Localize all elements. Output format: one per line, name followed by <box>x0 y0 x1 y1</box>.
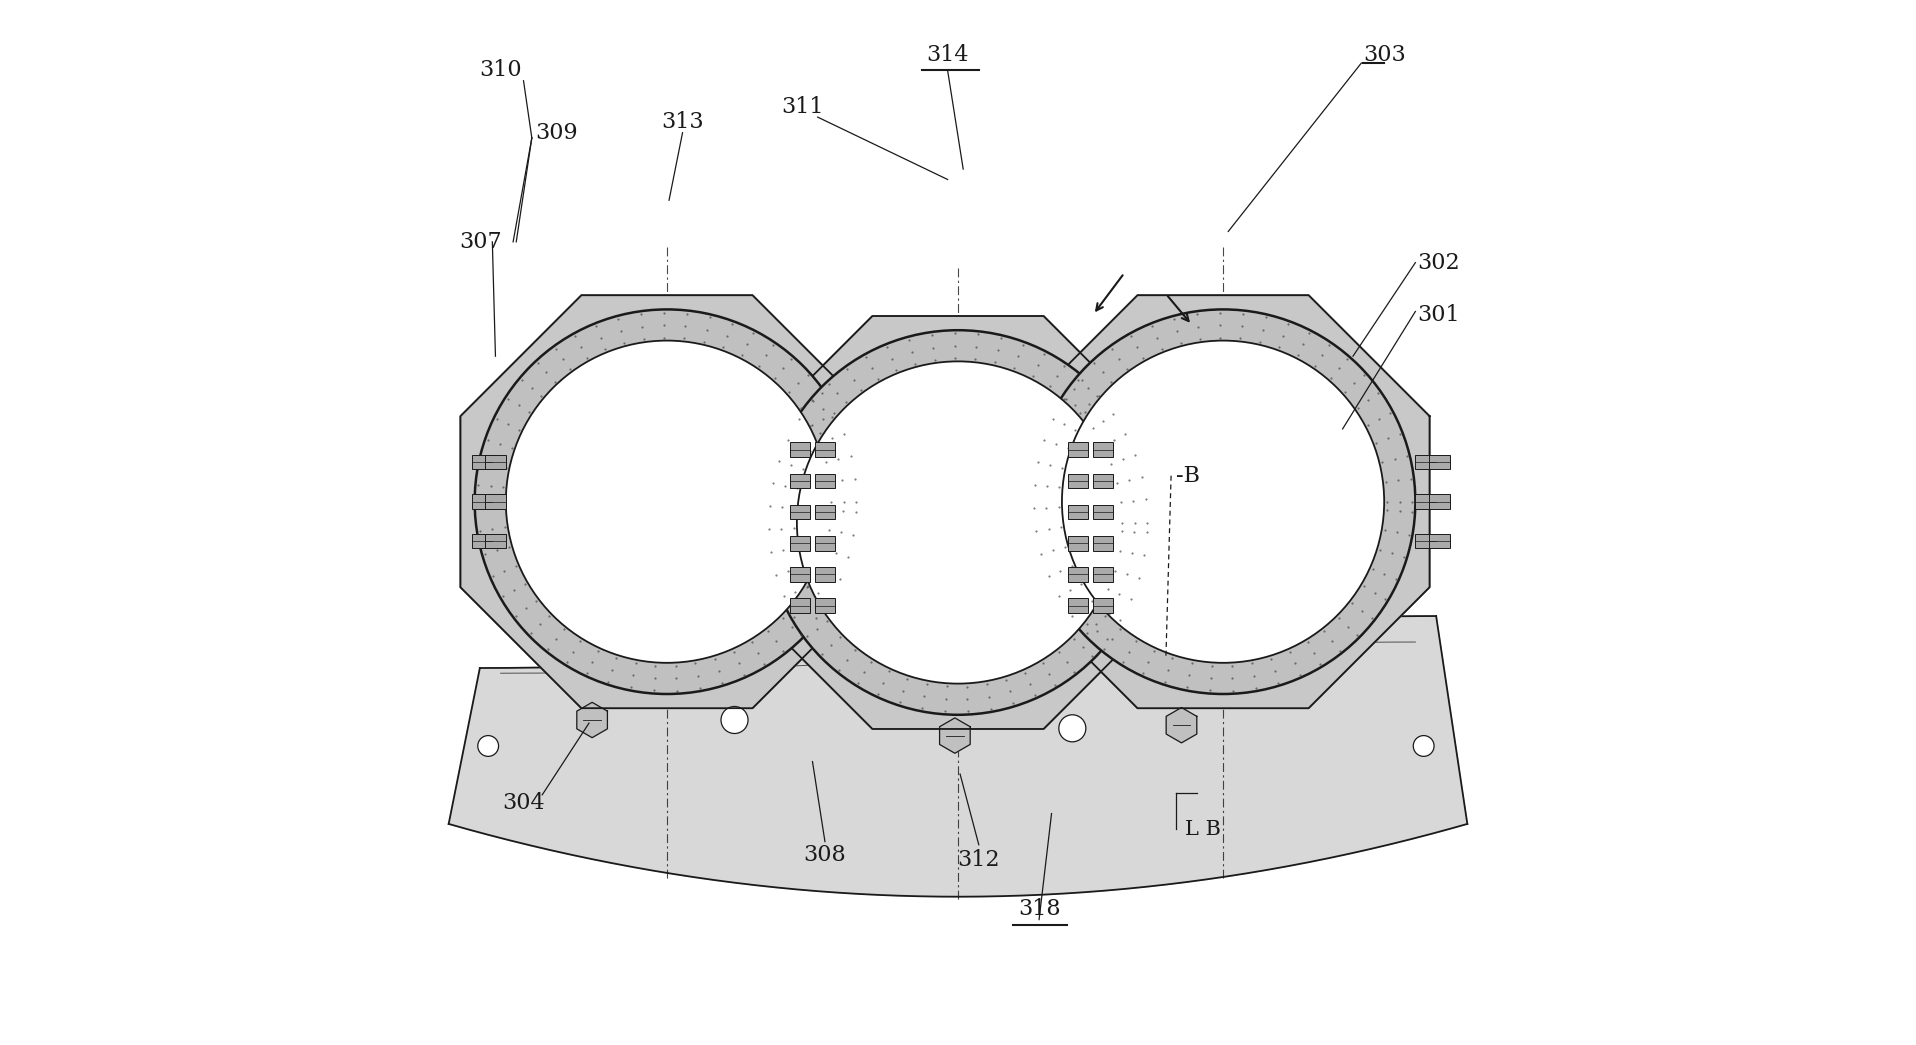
Bar <box>814 536 835 551</box>
Bar <box>814 599 835 613</box>
Polygon shape <box>460 296 874 709</box>
Bar <box>1092 442 1113 457</box>
Bar <box>814 505 835 519</box>
Bar <box>471 534 492 549</box>
Circle shape <box>1061 341 1383 663</box>
Bar <box>1067 599 1088 613</box>
Circle shape <box>797 362 1119 683</box>
Bar <box>814 442 835 457</box>
Bar <box>1429 534 1450 549</box>
Bar <box>1067 505 1088 519</box>
Text: L B: L B <box>1184 819 1220 839</box>
Bar <box>1429 455 1450 469</box>
Circle shape <box>506 341 828 663</box>
Text: 309: 309 <box>535 121 577 144</box>
Polygon shape <box>577 702 607 738</box>
Text: 310: 310 <box>479 60 521 82</box>
Bar <box>471 494 492 509</box>
Bar <box>485 455 506 469</box>
Text: 314: 314 <box>925 44 969 66</box>
Text: 313: 313 <box>661 112 703 134</box>
Polygon shape <box>1025 390 1155 634</box>
Circle shape <box>1414 736 1433 757</box>
Bar <box>789 567 810 582</box>
Polygon shape <box>1017 296 1429 709</box>
Bar <box>1092 599 1113 613</box>
Text: -B: -B <box>1176 465 1199 487</box>
Text: 308: 308 <box>803 844 847 866</box>
Bar <box>789 473 810 488</box>
Bar <box>485 534 506 549</box>
Bar <box>1067 473 1088 488</box>
Bar <box>1092 567 1113 582</box>
Circle shape <box>475 309 858 694</box>
Polygon shape <box>460 296 874 709</box>
Polygon shape <box>1167 707 1198 743</box>
Bar <box>1067 442 1088 457</box>
Text: 311: 311 <box>782 96 824 118</box>
Bar <box>1092 505 1113 519</box>
Polygon shape <box>751 316 1165 729</box>
Circle shape <box>477 736 498 757</box>
Bar <box>789 505 810 519</box>
Text: 304: 304 <box>502 792 544 814</box>
Bar <box>1416 494 1437 509</box>
Bar <box>789 599 810 613</box>
Bar <box>1429 494 1450 509</box>
Bar <box>1067 536 1088 551</box>
Bar <box>1092 536 1113 551</box>
Text: 303: 303 <box>1362 44 1406 66</box>
Polygon shape <box>761 391 864 633</box>
Circle shape <box>766 330 1150 715</box>
Bar <box>1067 567 1088 582</box>
Circle shape <box>1031 309 1416 694</box>
Bar <box>485 494 506 509</box>
Text: 302: 302 <box>1418 252 1460 274</box>
Text: 312: 312 <box>958 850 1000 872</box>
Bar <box>1092 473 1113 488</box>
Circle shape <box>1060 715 1086 742</box>
Bar <box>1416 455 1437 469</box>
Polygon shape <box>751 316 1165 729</box>
Bar <box>1416 534 1437 549</box>
Polygon shape <box>939 718 969 753</box>
Bar <box>789 442 810 457</box>
Bar <box>789 536 810 551</box>
Bar <box>814 473 835 488</box>
Text: 318: 318 <box>1017 898 1060 921</box>
Bar <box>814 567 835 582</box>
Polygon shape <box>448 617 1468 897</box>
Text: 307: 307 <box>460 231 502 253</box>
Text: 301: 301 <box>1418 304 1460 326</box>
Bar <box>471 455 492 469</box>
Circle shape <box>720 706 747 734</box>
Polygon shape <box>1017 296 1429 709</box>
